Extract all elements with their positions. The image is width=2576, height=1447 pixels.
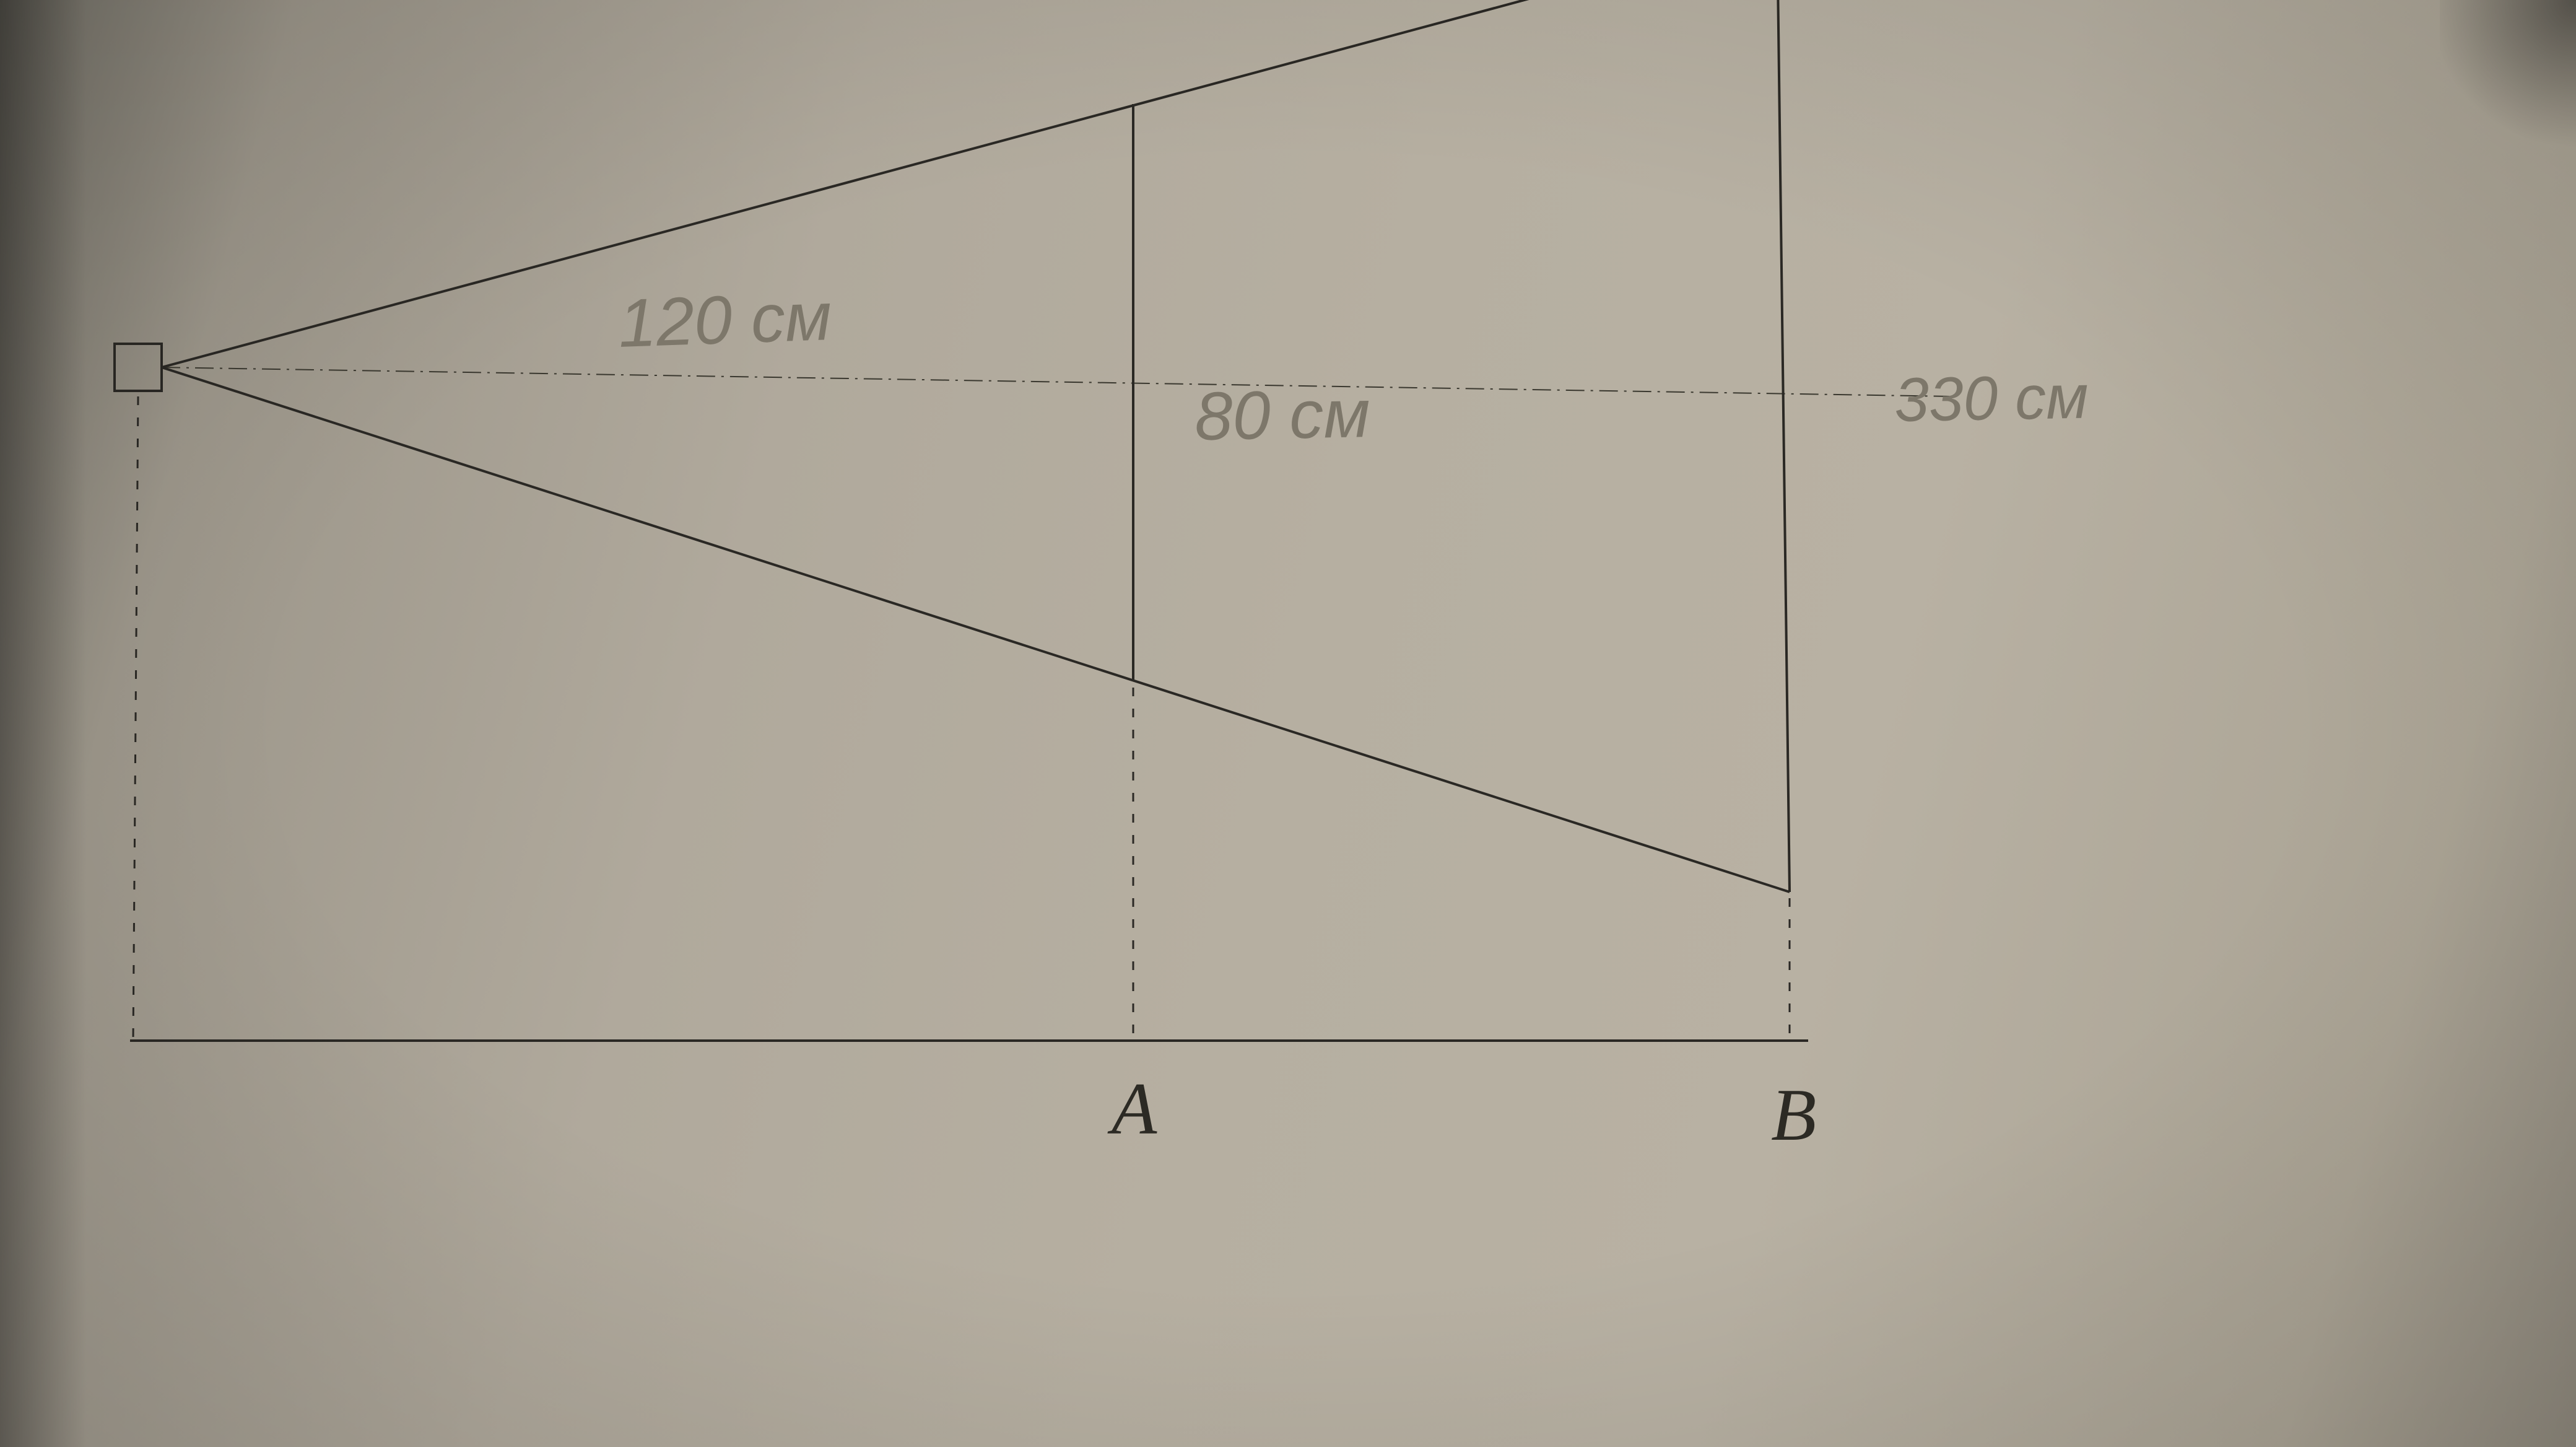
dashed-apex-drop [133,396,138,1041]
upper-ray [162,0,1777,367]
diagram-page: A B 120 см 80 см 330 см [0,0,2576,1447]
vertical-B-segment [1777,0,1790,892]
geometry-diagram-svg: A B 120 см 80 см 330 см [0,0,2576,1447]
lower-ray [162,367,1790,892]
annotation-80cm: 80 см [1194,375,1370,455]
label-A: A [1107,1067,1157,1150]
label-B: B [1771,1073,1816,1156]
central-axis-line [162,367,1951,396]
annotation-120cm: 120 см [617,278,833,362]
annotation-330cm: 330 см [1894,362,2089,435]
apex-square-marker [115,344,162,391]
